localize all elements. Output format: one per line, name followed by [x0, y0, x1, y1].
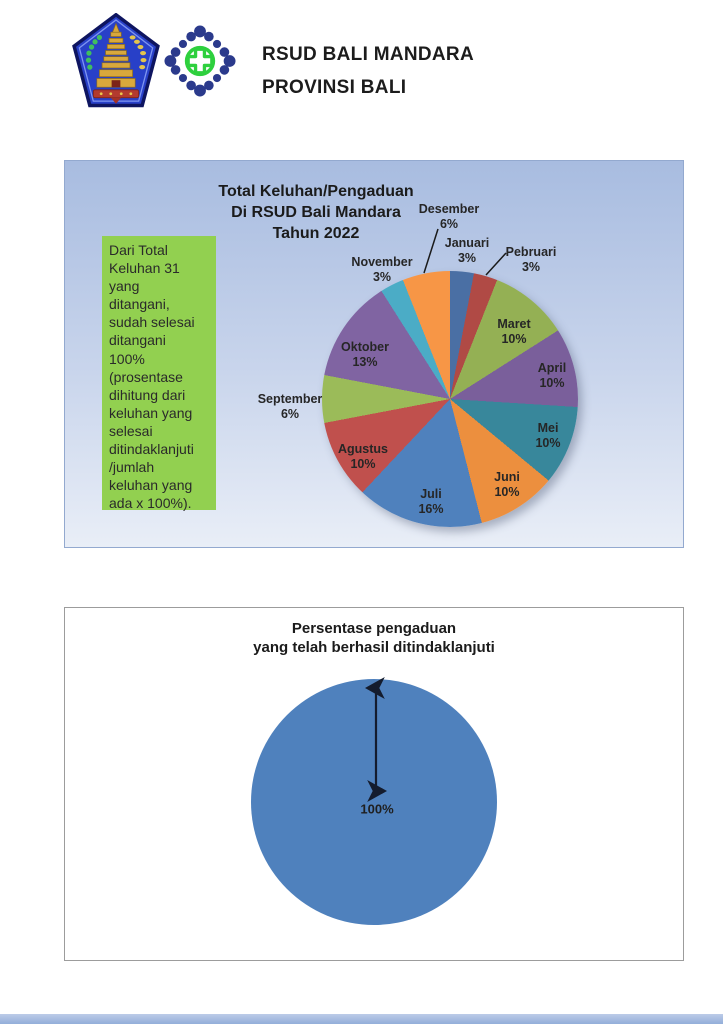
pie-label-september: September 6%: [257, 392, 323, 421]
footer-bar: [0, 1014, 723, 1024]
pie-label-juni: Juni 10%: [494, 470, 520, 499]
pie-label-juli: Juli 16%: [418, 487, 444, 516]
annotation-box: Dari Total Keluhan 31 yang ditangani, su…: [102, 236, 216, 511]
pie2-data-label: 100%: [360, 801, 394, 817]
pie-label-oktober: Oktober 13%: [341, 340, 389, 369]
chart-persentase-pengaduan: Persentase pengaduan yang telah berhasil…: [64, 607, 684, 961]
pie-label-november: November 3%: [351, 255, 413, 284]
pie-label-april: April 10%: [537, 361, 567, 390]
bali-provincial-emblem-icon: [72, 13, 160, 108]
hospital-logo-icon: [164, 25, 236, 97]
pie-label-agustus: Agustus 10%: [338, 442, 388, 471]
pie-label-januari: Januari 3%: [444, 236, 490, 265]
chart2-title: Persentase pengaduan yang telah berhasil…: [253, 620, 495, 656]
pie-label-pebruari: Pebruari 3%: [505, 245, 557, 274]
pie-label-desember: Desember 6%: [418, 202, 480, 231]
pie-chart-monthly: [322, 271, 578, 527]
chart-total-keluhan: Total Keluhan/Pengaduan Di RSUD Bali Man…: [64, 160, 684, 548]
chart1-title: Total Keluhan/Pengaduan Di RSUD Bali Man…: [218, 183, 414, 242]
pie-label-maret: Maret 10%: [497, 317, 531, 346]
pie-label-mei: Mei 10%: [535, 421, 561, 450]
org-title: RSUD BALI MANDARA PROVINSI BALI: [262, 44, 474, 98]
